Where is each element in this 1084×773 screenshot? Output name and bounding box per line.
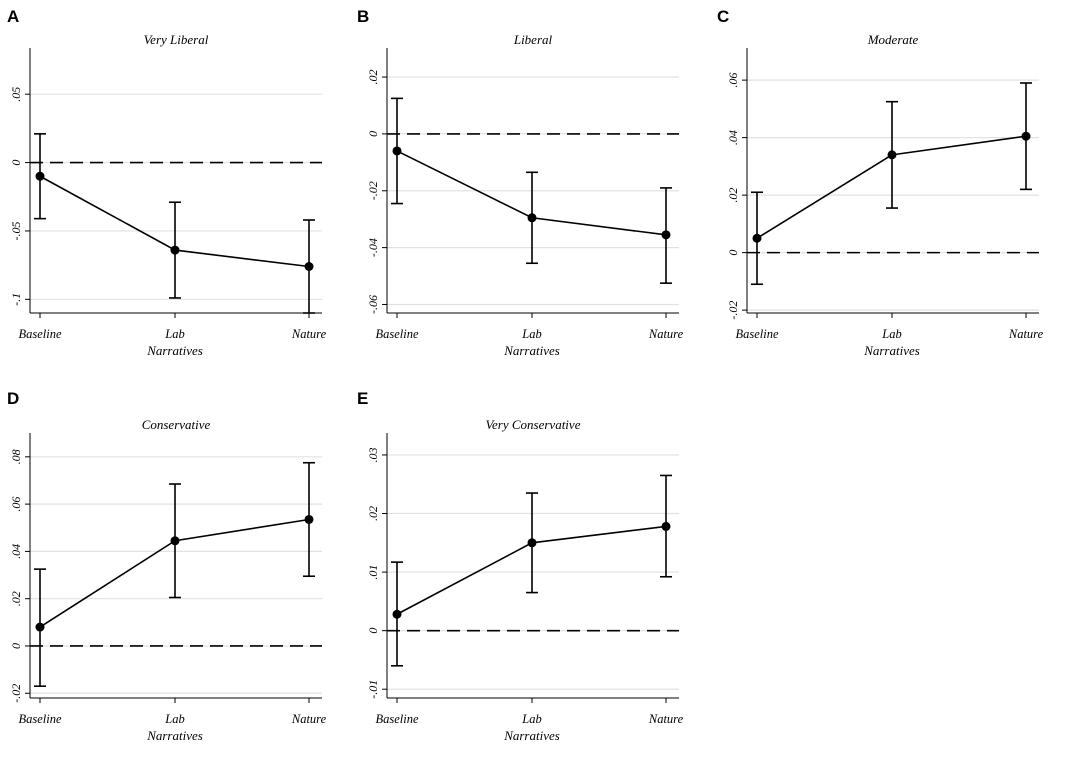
data-point [1021, 131, 1031, 141]
panel-letter: D [7, 389, 20, 408]
y-tick-label: .04 [726, 130, 740, 145]
x-axis-label: Narratives [146, 343, 203, 358]
y-tick-label: .05 [9, 87, 23, 102]
x-tick-label: Lab [521, 712, 541, 726]
data-point [661, 521, 671, 531]
data-point [527, 538, 537, 548]
y-tick-label: .01 [366, 565, 380, 580]
data-point [170, 536, 180, 546]
y-tick-label: .04 [9, 544, 23, 559]
y-tick-label: -.01 [366, 680, 380, 699]
panel-letter: E [357, 389, 369, 408]
chart-svg: .03 .02 .01 0 -.01 Baseline Lab Nature Narrative… [366, 417, 684, 743]
y-tick-label: 0 [726, 250, 740, 256]
chart-svg: .02 0 -.02 -.04 -.06 Baseline Lab Nature Narrati… [366, 32, 684, 358]
panel-letter: A [7, 7, 20, 26]
x-tick-label: Lab [164, 327, 184, 341]
x-tick-label: Baseline [18, 712, 61, 726]
x-tick-label: Lab [881, 327, 901, 341]
y-tick-label: .06 [726, 73, 740, 88]
chart-svg: .06 .04 .02 0 -.02 Baseline Lab Nature Narrative… [726, 32, 1044, 358]
y-tick-label: .02 [366, 506, 380, 521]
y-tick-label: .02 [726, 188, 740, 203]
data-point [887, 150, 897, 160]
data-point [304, 262, 314, 272]
x-tick-label: Baseline [735, 327, 778, 341]
y-tick-label: -.1 [9, 293, 23, 306]
x-axis-label: Narratives [503, 343, 560, 358]
y-tick-label: -.02 [366, 181, 380, 200]
chart-svg: .08 .06 .04 .02 0 -.02 Baseline Lab Nature Narrat… [9, 417, 327, 743]
y-tick-label: 0 [9, 160, 23, 166]
x-tick-label: Nature [648, 327, 684, 341]
chart-title: Very Conservative [486, 417, 581, 432]
chart-title: Very Liberal [144, 32, 209, 47]
data-point [392, 146, 402, 156]
data-point [661, 230, 671, 240]
y-tick-label: .03 [366, 447, 380, 462]
panel-c: C .06 .04 .02 0 -.02 Baseline Lab Nature Narrati… [717, 0, 1062, 380]
data-point [752, 233, 762, 243]
panel-letter: C [717, 7, 730, 26]
x-tick-label: Baseline [375, 712, 418, 726]
data-point [35, 171, 45, 181]
x-tick-label: Nature [291, 327, 327, 341]
y-tick-label: 0 [366, 131, 380, 137]
data-point [170, 245, 180, 255]
data-point [392, 609, 402, 619]
chart-title: Conservative [142, 417, 211, 432]
x-tick-label: Lab [164, 712, 184, 726]
x-tick-label: Baseline [18, 327, 61, 341]
y-tick-label: .08 [9, 449, 23, 464]
panel-e: E .03 .02 .01 0 -.01 Baseline Lab Nature Narrati… [357, 385, 702, 765]
panel-d: D .08 .06 .04 .02 0 -.02 Baseline Lab Nature Narr… [0, 385, 345, 765]
chart-title: Moderate [867, 32, 919, 47]
y-tick-label: .02 [366, 70, 380, 85]
data-point [35, 622, 45, 632]
x-tick-label: Nature [648, 712, 684, 726]
x-axis-label: Narratives [503, 728, 560, 743]
panel-b: B .02 0 -.02 -.04 -.06 Baseline Lab Nature Narra… [357, 0, 702, 380]
y-tick-label: -.04 [366, 238, 380, 257]
data-point [304, 514, 314, 524]
x-tick-label: Baseline [375, 327, 418, 341]
x-axis-label: Narratives [146, 728, 203, 743]
x-tick-label: Lab [521, 327, 541, 341]
chart-svg: .05 0 -.05 -.1 Baseline Lab Nature Narratives Ve… [9, 32, 327, 358]
y-tick-label: .06 [9, 497, 23, 512]
y-tick-label: .02 [9, 591, 23, 606]
y-tick-label: 0 [9, 643, 23, 649]
y-tick-label: -.02 [9, 684, 23, 703]
x-tick-label: Nature [1008, 327, 1044, 341]
y-tick-label: -.06 [366, 295, 380, 314]
y-tick-label: -.02 [726, 301, 740, 320]
y-tick-label: 0 [366, 628, 380, 634]
panel-letter: B [357, 7, 370, 26]
panel-a: A .05 0 -.05 -.1 Baseline Lab Nature Narratives… [0, 0, 345, 380]
data-point [527, 213, 537, 223]
y-tick-label: -.05 [9, 221, 23, 240]
x-axis-label: Narratives [863, 343, 920, 358]
chart-title: Liberal [513, 32, 553, 47]
x-tick-label: Nature [291, 712, 327, 726]
